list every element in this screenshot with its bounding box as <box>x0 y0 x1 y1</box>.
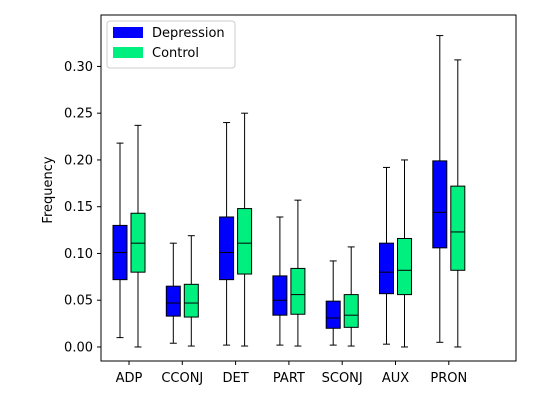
box-control-cconj <box>183 235 199 347</box>
legend: Depression Control <box>106 20 236 69</box>
x-tick-label: CCONJ <box>161 371 203 386</box>
box-iqr <box>237 208 253 275</box>
box-depression-det <box>219 122 235 346</box>
box-iqr <box>325 300 341 329</box>
box-depression-pron <box>432 35 448 343</box>
box-depression-part <box>272 216 288 346</box>
x-tick-label: DET <box>223 371 249 386</box>
x-tick-label: PART <box>273 371 305 386</box>
box-iqr <box>450 185 466 271</box>
x-tick-label: ADP <box>116 371 143 386</box>
x-tick-label: AUX <box>382 371 409 386</box>
box-iqr <box>379 242 394 295</box>
box-depression-adp <box>112 142 128 339</box>
y-tick-label: 0.30 <box>64 60 93 75</box>
box-iqr <box>290 267 306 315</box>
y-tick-label: 0.05 <box>64 294 93 309</box>
box-depression-sconj <box>325 260 341 346</box>
legend-label: Control <box>152 46 199 61</box>
x-tick-label: SCONJ <box>322 371 363 386</box>
box-iqr <box>343 294 359 328</box>
plot-area: 0.00 0.05 0.10 0.15 0.20 0.25 0.30 ADP CCONJ DET P… <box>64 14 517 386</box>
legend-swatch <box>113 27 143 38</box>
y-tick-label: 0.25 <box>64 107 93 122</box>
box-control-adp <box>130 124 146 348</box>
box-iqr <box>183 283 199 318</box>
y-tick-label: 0.10 <box>64 247 93 262</box>
box-depression-aux <box>379 166 394 345</box>
box-control-pron <box>450 59 466 348</box>
box-control-det <box>237 112 253 347</box>
box-control-aux <box>397 159 412 348</box>
box-control-part <box>290 199 306 347</box>
plot-frame <box>100 14 517 362</box>
y-tick-label: 0.15 <box>64 200 93 215</box>
box-iqr <box>432 160 448 249</box>
box-iqr <box>272 275 288 316</box>
y-axis-label: Frequency <box>41 156 56 223</box>
box-depression-cconj <box>165 242 181 344</box>
legend-label: Depression <box>152 26 225 41</box>
box-iqr <box>165 285 181 317</box>
box-iqr <box>397 237 412 296</box>
box-control-sconj <box>343 246 359 347</box>
y-tick-label: 0.20 <box>64 153 93 168</box>
x-tick-label: PRON <box>430 371 467 386</box>
legend-swatch <box>113 47 143 58</box>
box-iqr <box>219 216 235 281</box>
y-tick-label: 0.00 <box>64 340 93 355</box>
